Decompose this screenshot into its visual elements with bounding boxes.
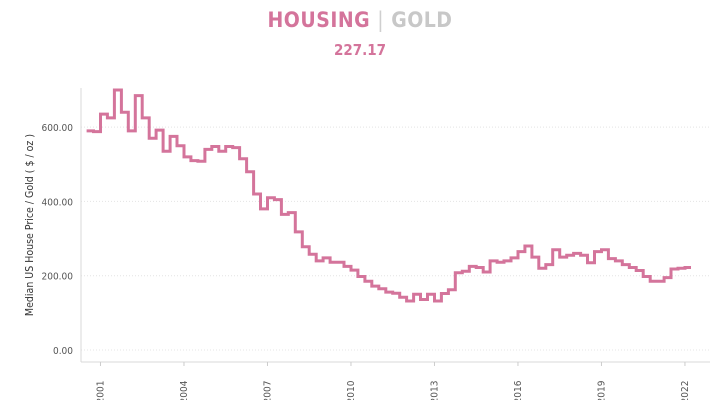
x-tick-labels: 2001 2004 2007 2010 2013 2016 2019 2022 — [95, 362, 691, 400]
x-tick-label: 2013 — [429, 381, 440, 400]
x-tick-label: 2004 — [179, 380, 190, 400]
x-tick-label: 2019 — [596, 380, 607, 400]
x-tick-label: 2010 — [346, 380, 357, 400]
y-tick-label: 400.00 — [42, 197, 74, 208]
y-tick-label: 0.00 — [53, 346, 73, 357]
x-tick-label: 2016 — [513, 380, 524, 400]
title-gold: GOLD — [391, 8, 453, 32]
series-line-housing-gold[interactable] — [86, 88, 691, 303]
title-housing: HOUSING — [267, 8, 371, 32]
x-tick-label: 2007 — [262, 381, 273, 400]
title-separator: | — [377, 8, 385, 32]
y-tick-label: 600.00 — [42, 123, 74, 134]
y-axis-label: Median US House Price / Gold ( $ / oz ) — [24, 134, 36, 316]
y-tick-labels: 0.00 200.00 400.00 600.00 — [42, 123, 74, 357]
x-tick-label: 2022 — [680, 381, 691, 400]
x-tick-label: 2001 — [95, 381, 106, 400]
current-value: 227.17 — [333, 41, 387, 59]
chart-title: HOUSING | GOLD — [0, 8, 720, 32]
y-tick-label: 200.00 — [42, 272, 74, 283]
gridlines — [81, 126, 710, 351]
